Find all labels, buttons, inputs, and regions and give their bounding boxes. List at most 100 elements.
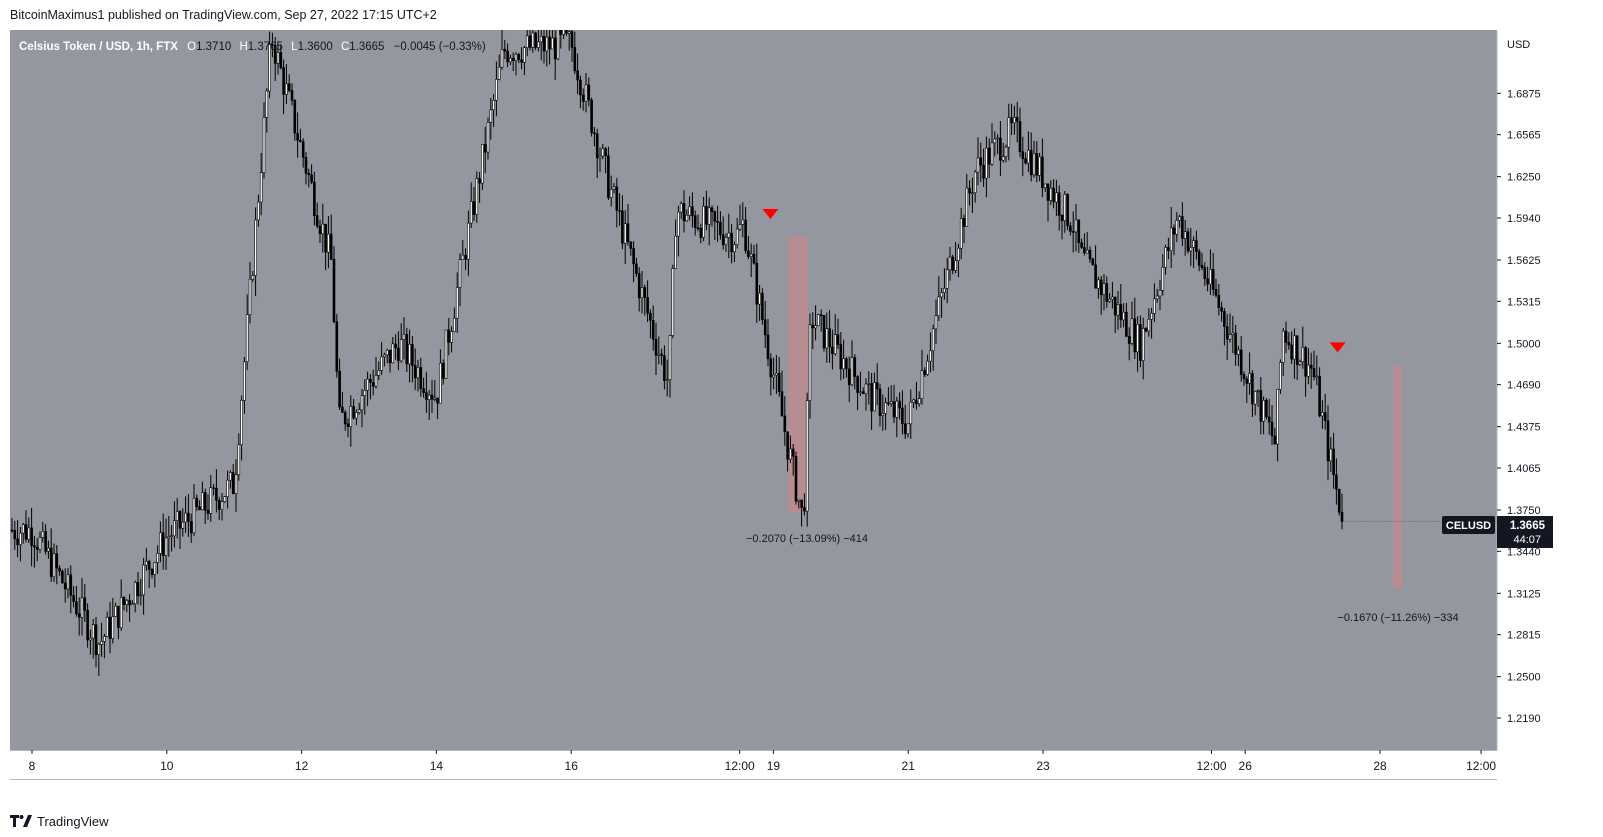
candle-body [27,527,31,540]
candle-body [660,353,663,357]
candle-body [413,365,417,379]
candle-body [481,144,484,184]
candle-body [161,532,165,556]
candle [265,88,269,133]
candle-body [86,609,89,641]
price-axis[interactable] [1497,30,1594,807]
price-tick-label: 1.2500 [1507,672,1541,684]
candle [80,578,84,636]
chart-frame[interactable]: Celsius Token / USD, 1h, FTX O1.3710 H1.… [10,14,1594,807]
candle-body [657,353,661,356]
candle [805,392,809,527]
candle-body [1122,311,1125,321]
measure-zone-2[interactable] [1393,366,1402,589]
candle [307,168,311,188]
candle-body [117,605,120,629]
price-tick-label: 1.4690 [1507,380,1541,392]
candle-body [598,155,602,159]
candle-body [623,223,627,244]
legend-low-label: L [291,41,298,53]
candle-body [951,256,955,271]
candle-body [1147,318,1151,332]
candle-body [469,201,473,224]
candle [761,288,764,325]
candle [651,305,655,351]
candle-body [791,448,795,457]
candle [377,361,381,381]
candle-body [665,379,669,382]
candle [705,190,708,231]
candle [730,224,733,264]
candle [612,183,616,194]
candle [1147,308,1151,337]
candle-body [1332,448,1335,476]
candle [968,180,971,206]
sell-signal-marker-2[interactable] [1329,342,1346,353]
candle-body [640,287,644,299]
candle-body [1237,349,1240,355]
candle-body [514,54,518,61]
candle-body [607,155,610,198]
candle-body [299,139,302,142]
candle [458,253,462,307]
price-chart[interactable]: Celsius Token / USD, 1h, FTX O1.3710 H1.… [10,14,1594,807]
time-ticks: 8 10 12 14 16 12:00 19 21 23 12:00 26 28 12:00 [29,750,1496,773]
candle-body [1038,156,1041,176]
candle [1125,302,1128,337]
price-tick-label: 1.5940 [1507,213,1541,225]
candle-body [1197,251,1201,266]
candle-body [842,358,845,370]
candle [349,395,353,447]
candle [665,359,669,397]
footer: TradingView [10,811,109,831]
candle-body [72,595,75,602]
candle [542,22,546,64]
candle [38,531,42,554]
candle-body [1253,391,1257,405]
time-tick-label: 12:00 [1466,759,1496,773]
candle-body [1309,364,1313,369]
candle-body [1108,298,1111,302]
candle-body [411,344,414,366]
candle-body [352,406,355,419]
candle-body [217,499,221,510]
candle-body [1133,318,1137,353]
candle-body [943,288,946,293]
candle [1071,211,1075,253]
candle-body [1001,156,1005,161]
candle [758,284,761,321]
candle [133,580,137,613]
candle-body [472,201,476,215]
candle [243,356,246,414]
candle [741,202,745,238]
candle [198,500,201,511]
candle [492,94,495,128]
candle-body [279,52,283,68]
candle [33,536,36,568]
candle-body [716,220,719,223]
candle-body [727,232,731,238]
candle [411,336,414,383]
candle-body [1323,412,1327,422]
candle-body [103,636,106,642]
candle [909,389,913,439]
candle [640,270,644,314]
candle-body [24,524,28,540]
candle-body [1063,194,1067,221]
candle [383,352,386,367]
candle-body [884,402,887,414]
candle [702,196,705,242]
plot-area[interactable] [10,30,1497,750]
candle [803,493,806,516]
candle-body [836,334,840,345]
candle [777,356,781,397]
candle-body [579,79,582,96]
candle [478,171,481,203]
candle-body [945,269,949,289]
candle [1141,317,1145,380]
measure-zone-1[interactable] [788,236,808,513]
candle [797,499,801,509]
sell-signal-marker-1[interactable] [762,209,779,219]
candle [405,327,409,373]
time-axis[interactable] [10,750,1497,807]
